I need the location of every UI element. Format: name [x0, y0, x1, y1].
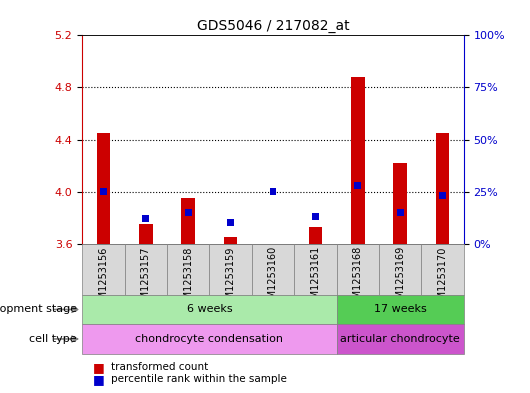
Text: percentile rank within the sample: percentile rank within the sample: [111, 374, 287, 384]
Text: transformed count: transformed count: [111, 362, 208, 373]
Bar: [139, 224, 153, 244]
Title: GDS5046 / 217082_at: GDS5046 / 217082_at: [197, 19, 349, 33]
Bar: [82, 295, 337, 324]
Text: articular chondrocyte: articular chondrocyte: [340, 334, 460, 344]
Bar: [185, 209, 191, 216]
Bar: [337, 324, 464, 354]
Bar: [266, 244, 280, 289]
Bar: [312, 213, 319, 220]
Bar: [379, 244, 421, 295]
Bar: [436, 133, 449, 244]
Bar: [421, 244, 464, 295]
Text: ■: ■: [93, 373, 104, 386]
Bar: [227, 219, 234, 226]
Text: cell type: cell type: [29, 334, 77, 344]
Bar: [355, 182, 361, 189]
Bar: [209, 244, 252, 295]
Bar: [337, 295, 464, 324]
Bar: [82, 244, 125, 295]
Bar: [224, 237, 237, 244]
Bar: [167, 244, 209, 295]
Bar: [439, 192, 446, 199]
Bar: [397, 209, 403, 216]
Text: development stage: development stage: [0, 305, 77, 314]
Bar: [96, 133, 110, 244]
Text: 6 weeks: 6 weeks: [187, 305, 232, 314]
Bar: [308, 227, 322, 244]
Bar: [351, 77, 365, 244]
Bar: [252, 244, 294, 295]
Text: chondrocyte condensation: chondrocyte condensation: [135, 334, 284, 344]
Bar: [393, 163, 407, 244]
Bar: [294, 244, 337, 295]
Text: GSM1253168: GSM1253168: [353, 246, 363, 312]
Text: GSM1253169: GSM1253169: [395, 246, 405, 312]
Bar: [143, 215, 149, 222]
Text: GSM1253160: GSM1253160: [268, 246, 278, 312]
Bar: [125, 244, 167, 295]
Bar: [270, 188, 276, 195]
Text: GSM1253159: GSM1253159: [226, 246, 235, 312]
Text: GSM1253158: GSM1253158: [183, 246, 193, 312]
Bar: [181, 198, 195, 244]
Bar: [100, 188, 107, 195]
Text: GSM1253161: GSM1253161: [311, 246, 320, 312]
Text: GSM1253170: GSM1253170: [438, 246, 447, 312]
Bar: [337, 244, 379, 295]
Text: GSM1253157: GSM1253157: [141, 246, 151, 312]
Text: GSM1253156: GSM1253156: [99, 246, 108, 312]
Bar: [82, 324, 337, 354]
Text: 17 weeks: 17 weeks: [374, 305, 427, 314]
Text: ■: ■: [93, 361, 104, 374]
